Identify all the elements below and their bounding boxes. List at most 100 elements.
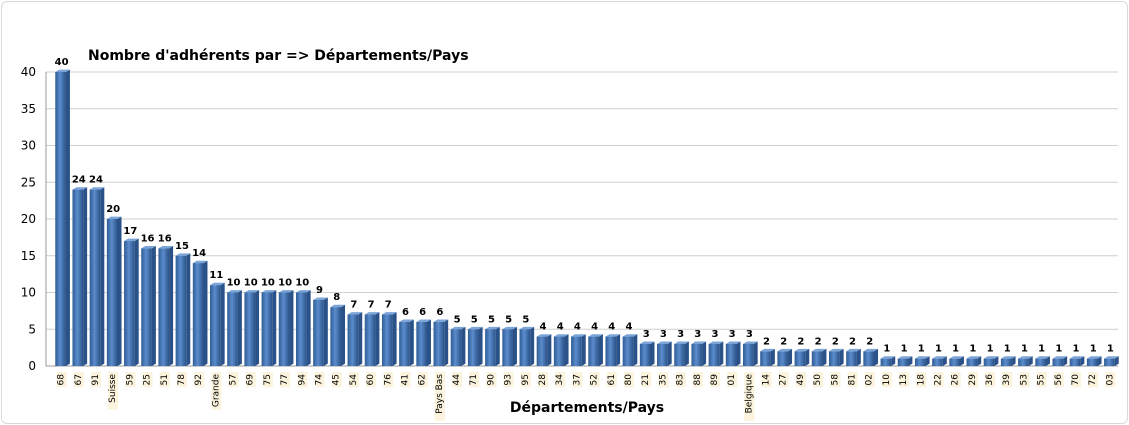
data-label: 1 (1090, 344, 1097, 355)
svg-text:21: 21 (641, 374, 651, 385)
bar (880, 356, 896, 366)
svg-text:18: 18 (916, 374, 926, 386)
y-tick-label: 10 (21, 286, 36, 300)
svg-text:78: 78 (177, 374, 187, 386)
bar (1035, 356, 1050, 366)
bar (863, 348, 879, 366)
x-tick-label: 37 (572, 372, 583, 388)
svg-text:61: 61 (607, 374, 617, 385)
bar (932, 356, 947, 366)
bar (450, 326, 466, 366)
data-label: 3 (677, 329, 684, 340)
x-tick-label: 75 (262, 372, 273, 388)
data-label: 24 (72, 175, 86, 186)
bar (708, 341, 724, 366)
bar (811, 348, 827, 366)
data-label: 17 (123, 226, 137, 237)
x-tick-label: 21 (641, 372, 652, 388)
svg-text:77: 77 (280, 374, 290, 385)
x-tick-label: 61 (606, 372, 617, 388)
x-tick-label: 68 (56, 372, 67, 388)
y-tick-label: 5 (28, 322, 36, 336)
x-tick-label: 51 (159, 372, 170, 388)
data-label: 10 (261, 278, 275, 289)
data-label: 8 (333, 292, 340, 303)
data-label: 16 (158, 233, 172, 244)
svg-text:94: 94 (297, 374, 307, 386)
svg-text:69: 69 (246, 374, 256, 386)
bar (828, 348, 844, 366)
x-tick-label: 83 (675, 372, 686, 388)
x-tick-label: 95 (520, 372, 531, 388)
bar (1069, 356, 1085, 366)
svg-text:76: 76 (383, 374, 393, 386)
x-tick-label: 78 (176, 372, 187, 388)
bar (1052, 356, 1068, 366)
svg-text:44: 44 (452, 374, 462, 386)
x-tick-label: 76 (383, 372, 394, 388)
data-label: 1 (935, 344, 942, 355)
svg-text:01: 01 (727, 374, 737, 385)
y-tick-label: 40 (21, 65, 36, 79)
x-tick-label: 62 (417, 372, 428, 388)
bar (743, 341, 758, 366)
data-label: 2 (797, 336, 804, 347)
x-tick-label: Suisse (108, 372, 119, 410)
x-tick-label: 25 (142, 372, 153, 388)
svg-text:37: 37 (572, 374, 582, 385)
data-label: 5 (505, 314, 512, 325)
svg-text:29: 29 (968, 374, 978, 386)
svg-text:74: 74 (315, 374, 325, 386)
svg-text:60: 60 (366, 374, 376, 386)
bar (55, 69, 70, 366)
data-label: 4 (608, 322, 615, 333)
data-label: 2 (763, 336, 770, 347)
x-tick-label: 01 (727, 372, 738, 388)
y-tick-label: 35 (21, 102, 36, 116)
x-tick-label: 18 (916, 372, 927, 388)
svg-text:53: 53 (1019, 374, 1029, 385)
x-tick-label: 56 (1053, 372, 1064, 388)
bar (1086, 356, 1102, 366)
data-label: 4 (625, 322, 632, 333)
svg-text:70: 70 (1071, 374, 1081, 386)
data-label: 10 (227, 278, 241, 289)
x-tick-label: 92 (194, 372, 205, 388)
data-label: 14 (192, 248, 206, 259)
x-tick-label: 80 (623, 372, 634, 388)
bar (983, 356, 999, 366)
x-tick-label: 10 (881, 372, 892, 388)
x-tick-label: 44 (452, 372, 463, 388)
svg-text:13: 13 (899, 374, 909, 385)
svg-text:14: 14 (762, 374, 772, 386)
bar (622, 334, 638, 366)
data-label: 3 (746, 329, 753, 340)
svg-text:02: 02 (865, 374, 875, 385)
x-tick-label: 14 (761, 372, 772, 388)
data-label: 6 (436, 307, 443, 318)
data-label: 9 (316, 285, 323, 296)
data-label: 15 (175, 241, 189, 252)
data-label: 11 (209, 270, 223, 281)
bar (760, 348, 775, 366)
svg-text:45: 45 (332, 374, 342, 385)
data-label: 2 (832, 336, 839, 347)
bar (571, 334, 586, 366)
x-tick-label: 74 (314, 372, 325, 388)
svg-text:Belgique: Belgique (744, 374, 754, 414)
x-tick-label: 72 (1088, 372, 1099, 388)
x-tick-label: 71 (469, 372, 480, 388)
bar (691, 341, 707, 366)
svg-text:88: 88 (693, 374, 703, 386)
svg-text:56: 56 (1054, 374, 1064, 386)
svg-text:35: 35 (658, 374, 668, 385)
svg-text:95: 95 (521, 374, 531, 385)
data-label: 2 (866, 336, 873, 347)
data-label: 3 (660, 329, 667, 340)
x-tick-label: 45 (331, 372, 342, 388)
x-tick-label: 39 (1002, 372, 1013, 388)
x-tick-label: 88 (692, 372, 703, 388)
svg-text:92: 92 (194, 374, 204, 385)
bar (605, 334, 621, 366)
